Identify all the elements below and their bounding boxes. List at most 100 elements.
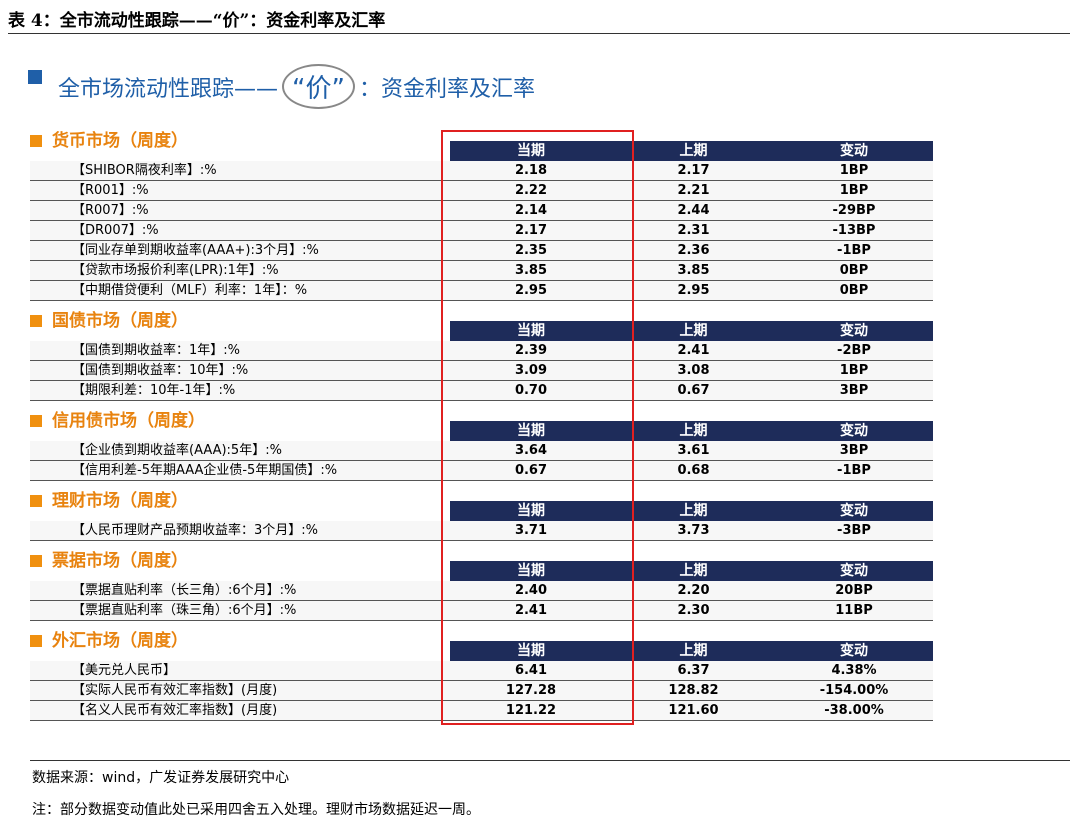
table-row [30, 361, 933, 381]
column-header: 上期 [679, 143, 708, 159]
banner-icon [28, 70, 42, 84]
cell-value: 2.20 [677, 583, 710, 598]
table-row [30, 161, 933, 181]
cell-value: 0.67 [677, 383, 710, 398]
cell-value: 1BP [839, 363, 869, 378]
section-title: 国债市场（周度） [52, 311, 188, 331]
cell-value: 121.22 [505, 703, 557, 718]
cell-value: 3.61 [677, 443, 710, 458]
cell-value: 1BP [839, 163, 869, 178]
cell-value: 2.22 [514, 183, 548, 198]
table-header [450, 321, 933, 341]
column-header: 当期 [517, 503, 545, 519]
cell-value: -29BP [832, 203, 876, 218]
column-header: 上期 [679, 323, 708, 339]
cell-value: -1BP [837, 243, 871, 258]
table-header [450, 141, 933, 161]
cell-value: 2.36 [677, 243, 710, 258]
row-label: 【实际人民币有效汇率指数】(月度) [72, 683, 278, 698]
cell-value: -1BP [837, 463, 871, 478]
column-header: 上期 [679, 563, 708, 579]
section-title: 理财市场（周度） [52, 491, 188, 511]
cell-value: 2.35 [514, 243, 548, 258]
row-label: 【美元兑人民币】 [72, 663, 177, 678]
footnote: 注：部分数据变动值此处已采用四舍五入处理。理财市场数据延迟一周。 [32, 802, 480, 818]
column-header: 变动 [840, 563, 868, 579]
table-row [30, 521, 933, 541]
column-header: 当期 [517, 143, 545, 159]
banner-suffix: ：资金利率及汇率 [358, 76, 535, 102]
cell-value: -154.00% [819, 683, 889, 698]
banner: 全市场流动性跟踪—— “价” ：资金利率及汇率 [58, 64, 535, 109]
cell-value: 2.31 [677, 223, 710, 238]
cell-value: -2BP [837, 343, 871, 358]
table-row [30, 201, 933, 221]
column-header: 变动 [840, 423, 868, 439]
column-header: 变动 [840, 323, 868, 339]
cell-value: -13BP [832, 223, 876, 238]
cell-value: 4.38% [831, 663, 877, 678]
section-icon [30, 415, 42, 427]
cell-value: 128.82 [668, 683, 719, 698]
row-label: 【名义人民币有效汇率指数】(月度) [72, 703, 278, 718]
cell-value: 0.68 [677, 463, 710, 478]
table-row [30, 341, 933, 361]
cell-value: 3.08 [677, 363, 710, 378]
section-icon [30, 635, 42, 647]
cell-value: 0.70 [514, 383, 548, 398]
table-row [30, 281, 933, 301]
table-row [30, 261, 933, 281]
section-title: 信用债市场（周度） [52, 411, 205, 431]
column-header: 当期 [517, 323, 545, 339]
row-label: 【票据直贴利率（长三角）:6个月】:% [72, 583, 297, 598]
table-header [450, 421, 933, 441]
cell-value: -3BP [837, 523, 871, 538]
table-row [30, 241, 933, 261]
column-header: 变动 [840, 503, 868, 519]
cell-value: 0.67 [514, 463, 548, 478]
row-label: 【票据直贴利率（珠三角）:6个月】:% [72, 603, 297, 618]
row-label: 【同业存单到期收益率(AAA+):3个月】:% [72, 243, 319, 258]
cell-value: 2.17 [514, 223, 548, 238]
table-row [30, 381, 933, 401]
section-title: 外汇市场（周度） [52, 631, 188, 651]
cell-value: 2.14 [514, 203, 548, 218]
column-header: 当期 [517, 563, 545, 579]
cell-value: -38.00% [824, 703, 884, 718]
table-row [30, 461, 933, 481]
cell-value: 2.17 [677, 163, 710, 178]
cell-value: 6.37 [677, 663, 710, 678]
cell-value: 121.60 [668, 703, 719, 718]
row-label: 【期限利差：10年-1年】:% [72, 383, 236, 398]
cell-value: 127.28 [505, 683, 557, 698]
column-header: 上期 [679, 503, 708, 519]
row-label: 【SHIBOR隔夜利率】:% [72, 163, 217, 178]
section-title: 货币市场（周度） [52, 131, 188, 151]
cell-value: 6.41 [514, 663, 548, 678]
table-row [30, 701, 933, 721]
section-icon [30, 555, 42, 567]
row-label: 【R001】:% [72, 183, 149, 198]
rule [30, 760, 1070, 761]
cell-value: 11BP [835, 603, 873, 618]
row-label: 【R007】:% [72, 203, 149, 218]
table-row [30, 661, 933, 681]
column-header: 变动 [840, 643, 868, 659]
figure-title: 表 4：全市流动性跟踪——“价”：资金利率及汇率 [8, 11, 386, 31]
table-row [30, 441, 933, 461]
banner-prefix: 全市场流动性跟踪—— [58, 76, 279, 102]
row-label: 【人民币理财产品预期收益率：3个月】:% [72, 523, 319, 538]
cell-value: 2.18 [514, 163, 548, 178]
table-row [30, 181, 933, 201]
column-header: 上期 [679, 423, 708, 439]
cell-value: 0BP [839, 263, 869, 278]
table-header [450, 641, 933, 661]
row-label: 【贷款市场报价利率(LPR):1年】:% [72, 263, 279, 278]
cell-value: 2.41 [514, 603, 548, 618]
section-icon [30, 135, 42, 147]
cell-value: 0BP [839, 283, 869, 298]
cell-value: 2.39 [514, 343, 548, 358]
cell-value: 2.40 [514, 583, 548, 598]
table-row [30, 221, 933, 241]
